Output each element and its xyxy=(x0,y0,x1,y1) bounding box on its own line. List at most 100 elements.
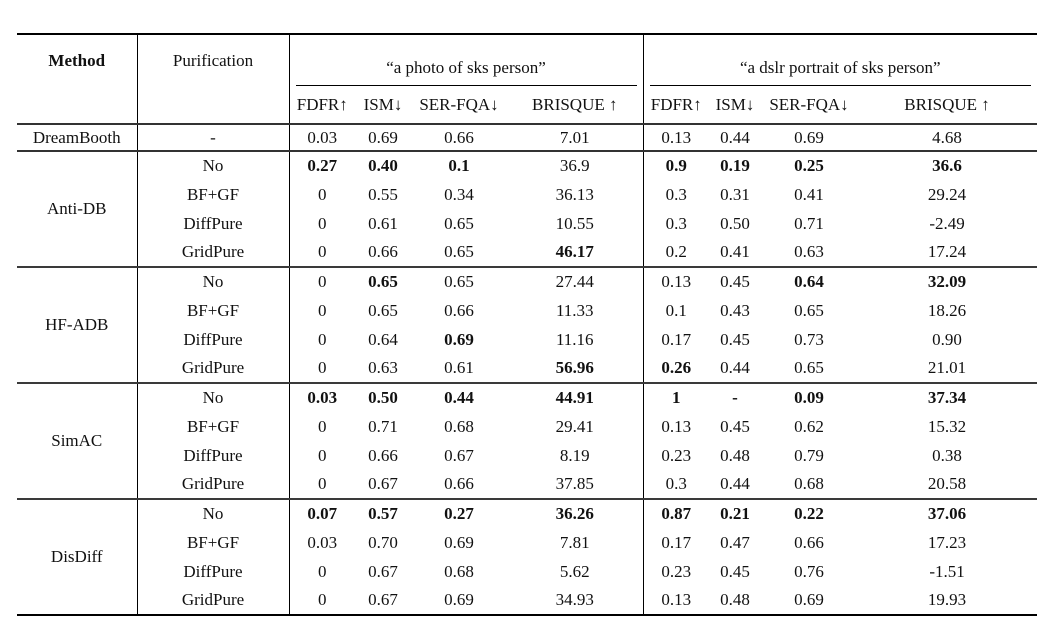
metric-cell: 0 xyxy=(318,474,327,493)
metric-cell: 0.3 xyxy=(665,213,687,233)
metric-cell: 0.41 xyxy=(720,242,750,261)
method-cell: DisDiff xyxy=(17,499,138,615)
metric-cell: 0.21 xyxy=(720,504,750,523)
metric-cell: 0.68 xyxy=(444,561,474,581)
table-row: DreamBooth - 0.03 0.69 0.66 7.01 0.13 0.… xyxy=(17,124,1037,151)
metric-cell: 0.66 xyxy=(444,127,474,147)
metric-cell: 44.91 xyxy=(507,383,644,412)
metric-cell: 0.67 xyxy=(368,590,398,609)
prompt-group-label: “a dslr portrait of sks person” xyxy=(649,44,1032,86)
metric-cell: 0.64 xyxy=(794,272,824,291)
purification-cell: BF+GF xyxy=(137,180,290,209)
metric-cell: 1 xyxy=(672,388,681,407)
purification-cell: GridPure xyxy=(137,238,290,267)
metric-cell: 0.45 xyxy=(720,561,750,581)
metric-cell: 0.65 xyxy=(794,300,824,320)
metric-header-brisque: BRISQUE ↑ xyxy=(904,94,990,114)
metric-cell: 18.26 xyxy=(927,300,967,320)
table-header: Method Purification “a photo of sks pers… xyxy=(17,34,1038,124)
metric-cell: 0.23 xyxy=(661,445,692,465)
metric-cell: 20.58 xyxy=(927,474,967,493)
metric-cell: 0.47 xyxy=(720,532,750,552)
metric-cell: 0.45 xyxy=(720,416,750,436)
metric-cell: 0.03 xyxy=(307,532,338,552)
metric-cell: 34.93 xyxy=(507,586,644,615)
table-row: DiffPure 0 0.66 0.67 8.19 0.23 0.48 0.79… xyxy=(17,441,1037,470)
table-row: BF+GF 0 0.55 0.34 36.13 0.3 0.31 0.41 29… xyxy=(17,180,1037,209)
metric-cell: 0 xyxy=(318,590,327,609)
metric-cell: 0.70 xyxy=(368,532,398,552)
table-row: HF-ADB No 0 0.65 0.65 27.44 0.13 0.45 0.… xyxy=(17,267,1037,383)
metric-cell: 7.81 xyxy=(507,528,644,557)
metric-cell: 0.63 xyxy=(368,358,398,377)
metric-cell: 0.67 xyxy=(368,561,398,581)
metric-cell: 0.09 xyxy=(794,388,824,407)
metric-cell: 0.31 xyxy=(720,184,750,204)
metric-cell: 32.09 xyxy=(927,272,967,291)
metric-cell: 0.13 xyxy=(661,272,692,291)
metric-cell: 0.65 xyxy=(444,242,474,261)
purification-cell: DiffPure xyxy=(137,325,290,354)
metric-header-fdfr: FDFR↑ xyxy=(296,94,348,114)
metric-cell: 0.69 xyxy=(368,127,398,147)
metric-cell: 17.24 xyxy=(927,242,967,261)
metric-cell: 0.22 xyxy=(794,504,824,523)
purification-cell: GridPure xyxy=(137,470,290,499)
method-cell: HF-ADB xyxy=(17,267,138,383)
metric-cell: 0.45 xyxy=(720,329,750,349)
metric-cell: 46.17 xyxy=(507,238,644,267)
metric-header-serfqa: SER-FQA↓ xyxy=(419,94,499,114)
metric-cell: 0.61 xyxy=(368,213,398,233)
metric-header-serfqa: SER-FQA↓ xyxy=(769,94,849,114)
metric-cell: 0.9 xyxy=(665,156,687,175)
metric-cell: 0 xyxy=(318,213,327,233)
metric-cell: 0 xyxy=(318,184,327,204)
metric-cell: 0.13 xyxy=(661,590,692,609)
metric-cell: 21.01 xyxy=(927,358,967,377)
purification-cell: - xyxy=(137,124,290,151)
header-row-metrics: FDFR↑ ISM↓ SER-FQA↓ BRISQUE ↑ FDFR↑ ISM↓… xyxy=(17,86,1037,124)
metric-cell: 29.24 xyxy=(927,184,967,204)
table-row: GridPure 0 0.66 0.65 46.17 0.2 0.41 0.63… xyxy=(17,238,1037,267)
table-row: Anti-DB No 0.27 0.40 0.1 36.9 0.9 0.19 0… xyxy=(17,151,1037,267)
metric-cell: 0.62 xyxy=(794,416,824,436)
metric-cell: 5.62 xyxy=(507,557,644,586)
metric-cell: 17.23 xyxy=(927,532,967,552)
metric-cell: 8.19 xyxy=(507,441,644,470)
metric-cell: 0.17 xyxy=(661,329,692,349)
metric-cell: 4.68 xyxy=(932,127,962,147)
method-cell: Anti-DB xyxy=(17,151,138,267)
metric-cell: 0.44 xyxy=(444,388,474,407)
metric-cell: 0.44 xyxy=(720,474,750,493)
purification-cell: No xyxy=(137,499,290,528)
metric-cell: 11.16 xyxy=(507,325,644,354)
metric-cell: 0.65 xyxy=(368,272,398,291)
baseline-block: DreamBooth - 0.03 0.69 0.66 7.01 0.13 0.… xyxy=(17,124,1038,151)
method-column-header: Method xyxy=(17,34,138,124)
metric-cell: 0.65 xyxy=(368,300,398,320)
metric-cell: 0.03 xyxy=(307,127,338,147)
metric-cell: 0.34 xyxy=(444,184,474,204)
metric-cell: 0.23 xyxy=(661,561,692,581)
metric-cell: 0.65 xyxy=(444,213,474,233)
purification-cell: DiffPure xyxy=(137,441,290,470)
method-block-disdiff: DisDiff No 0.07 0.57 0.27 36.26 0.87 0.2… xyxy=(17,499,1038,615)
table-row: BF+GF 0 0.71 0.68 29.41 0.13 0.45 0.62 1… xyxy=(17,412,1037,441)
metric-cell: 0.66 xyxy=(444,474,474,493)
metric-cell: 0.68 xyxy=(444,416,474,436)
metric-cell: 0 xyxy=(318,416,327,436)
method-block-hfadb: HF-ADB No 0 0.65 0.65 27.44 0.13 0.45 0.… xyxy=(17,267,1038,383)
metric-cell: 0.38 xyxy=(932,445,962,465)
metric-cell: 0.17 xyxy=(661,532,692,552)
purification-cell: No xyxy=(137,383,290,412)
table-row: GridPure 0 0.67 0.69 34.93 0.13 0.48 0.6… xyxy=(17,586,1037,615)
prompt-group-header-photo: “a photo of sks person” xyxy=(289,34,644,86)
metric-cell: - xyxy=(732,388,738,407)
metric-cell: 7.01 xyxy=(507,124,644,151)
metric-cell: 0.3 xyxy=(665,474,687,493)
purification-cell: BF+GF xyxy=(137,412,290,441)
metric-cell: 0 xyxy=(318,272,327,291)
metric-cell: 0.87 xyxy=(661,504,692,523)
metric-cell: 0.3 xyxy=(665,184,687,204)
metric-cell: 0.63 xyxy=(794,242,824,261)
